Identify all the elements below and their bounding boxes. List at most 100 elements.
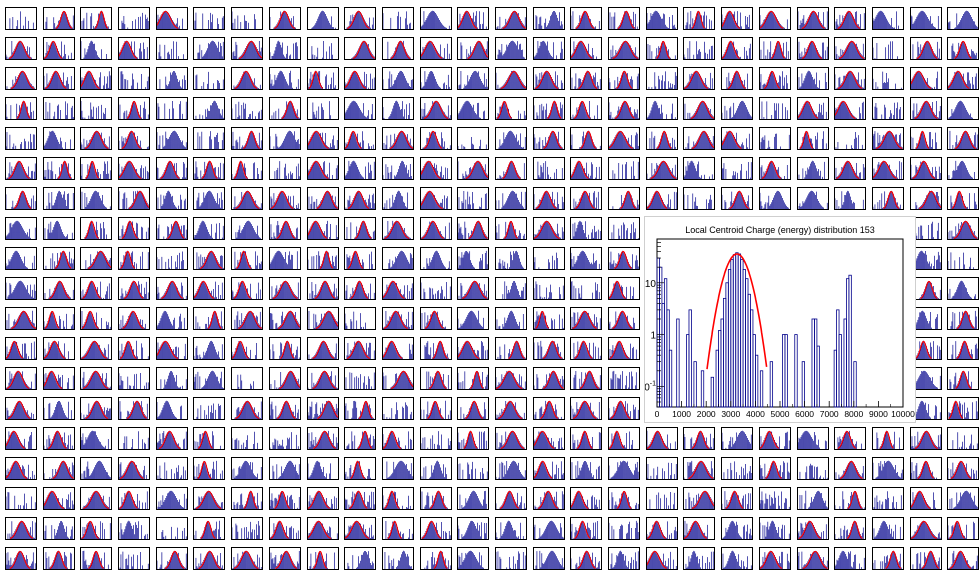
histogram-thumbnail[interactable]	[231, 427, 263, 450]
histogram-thumbnail[interactable]	[834, 547, 866, 570]
histogram-thumbnail[interactable]	[683, 127, 715, 150]
histogram-thumbnail[interactable]	[608, 427, 640, 450]
histogram-thumbnail[interactable]	[193, 397, 225, 420]
histogram-thumbnail[interactable]	[382, 127, 414, 150]
histogram-thumbnail[interactable]	[797, 157, 829, 180]
histogram-thumbnail[interactable]	[118, 277, 150, 300]
histogram-thumbnail[interactable]	[947, 487, 979, 510]
histogram-thumbnail[interactable]	[683, 97, 715, 120]
histogram-thumbnail[interactable]	[570, 157, 602, 180]
histogram-thumbnail[interactable]	[646, 547, 678, 570]
histogram-thumbnail[interactable]	[797, 37, 829, 60]
histogram-thumbnail[interactable]	[570, 127, 602, 150]
histogram-thumbnail[interactable]	[344, 307, 376, 330]
histogram-thumbnail[interactable]	[797, 547, 829, 570]
histogram-thumbnail[interactable]	[344, 397, 376, 420]
histogram-thumbnail[interactable]	[533, 307, 565, 330]
histogram-thumbnail[interactable]	[193, 457, 225, 480]
histogram-thumbnail[interactable]	[721, 37, 753, 60]
histogram-thumbnail[interactable]	[193, 427, 225, 450]
histogram-thumbnail[interactable]	[608, 7, 640, 30]
histogram-thumbnail[interactable]	[759, 517, 791, 540]
histogram-thumbnail[interactable]	[947, 427, 979, 450]
histogram-thumbnail[interactable]	[533, 367, 565, 390]
histogram-thumbnail[interactable]	[910, 7, 942, 30]
histogram-thumbnail[interactable]	[947, 277, 979, 300]
histogram-thumbnail[interactable]	[533, 97, 565, 120]
histogram-thumbnail[interactable]	[533, 277, 565, 300]
histogram-thumbnail[interactable]	[156, 7, 188, 30]
histogram-thumbnail[interactable]	[231, 67, 263, 90]
histogram-thumbnail[interactable]	[570, 337, 602, 360]
histogram-thumbnail[interactable]	[5, 427, 37, 450]
histogram-thumbnail[interactable]	[382, 37, 414, 60]
histogram-thumbnail[interactable]	[307, 307, 339, 330]
histogram-thumbnail[interactable]	[344, 487, 376, 510]
histogram-thumbnail[interactable]	[80, 97, 112, 120]
histogram-thumbnail[interactable]	[118, 307, 150, 330]
histogram-thumbnail[interactable]	[570, 487, 602, 510]
histogram-thumbnail[interactable]	[495, 307, 527, 330]
histogram-thumbnail[interactable]	[872, 97, 904, 120]
histogram-thumbnail[interactable]	[118, 157, 150, 180]
histogram-thumbnail[interactable]	[5, 277, 37, 300]
histogram-thumbnail[interactable]	[721, 127, 753, 150]
histogram-thumbnail[interactable]	[5, 547, 37, 570]
histogram-thumbnail[interactable]	[420, 337, 452, 360]
histogram-thumbnail[interactable]	[721, 7, 753, 30]
histogram-thumbnail[interactable]	[910, 307, 942, 330]
histogram-thumbnail[interactable]	[683, 67, 715, 90]
histogram-thumbnail[interactable]	[43, 127, 75, 150]
histogram-thumbnail[interactable]	[118, 457, 150, 480]
histogram-thumbnail[interactable]	[910, 37, 942, 60]
histogram-thumbnail[interactable]	[495, 277, 527, 300]
histogram-thumbnail[interactable]	[43, 457, 75, 480]
histogram-thumbnail[interactable]	[344, 7, 376, 30]
histogram-thumbnail[interactable]	[269, 277, 301, 300]
histogram-thumbnail[interactable]	[797, 127, 829, 150]
histogram-thumbnail[interactable]	[797, 457, 829, 480]
histogram-thumbnail[interactable]	[457, 37, 489, 60]
histogram-thumbnail[interactable]	[193, 247, 225, 270]
histogram-thumbnail[interactable]	[495, 367, 527, 390]
histogram-thumbnail[interactable]	[797, 427, 829, 450]
histogram-thumbnail[interactable]	[80, 247, 112, 270]
histogram-thumbnail[interactable]	[344, 247, 376, 270]
histogram-thumbnail[interactable]	[156, 97, 188, 120]
histogram-thumbnail[interactable]	[910, 67, 942, 90]
histogram-thumbnail[interactable]	[231, 157, 263, 180]
histogram-thumbnail[interactable]	[43, 277, 75, 300]
histogram-thumbnail[interactable]	[872, 487, 904, 510]
histogram-thumbnail[interactable]	[269, 157, 301, 180]
histogram-thumbnail[interactable]	[834, 457, 866, 480]
histogram-thumbnail[interactable]	[269, 517, 301, 540]
histogram-thumbnail[interactable]	[118, 247, 150, 270]
histogram-thumbnail[interactable]	[457, 127, 489, 150]
histogram-thumbnail[interactable]	[797, 187, 829, 210]
histogram-thumbnail[interactable]	[495, 37, 527, 60]
histogram-thumbnail[interactable]	[80, 487, 112, 510]
histogram-thumbnail[interactable]	[872, 157, 904, 180]
histogram-thumbnail[interactable]	[118, 337, 150, 360]
histogram-thumbnail[interactable]	[457, 517, 489, 540]
histogram-thumbnail[interactable]	[156, 277, 188, 300]
histogram-thumbnail[interactable]	[533, 127, 565, 150]
histogram-thumbnail[interactable]	[231, 457, 263, 480]
histogram-thumbnail[interactable]	[193, 127, 225, 150]
histogram-thumbnail[interactable]	[947, 217, 979, 240]
histogram-thumbnail[interactable]	[5, 217, 37, 240]
histogram-thumbnail[interactable]	[231, 517, 263, 540]
histogram-thumbnail[interactable]	[118, 487, 150, 510]
histogram-thumbnail[interactable]	[420, 397, 452, 420]
histogram-thumbnail[interactable]	[307, 217, 339, 240]
histogram-thumbnail[interactable]	[910, 157, 942, 180]
histogram-thumbnail[interactable]	[231, 307, 263, 330]
histogram-thumbnail[interactable]	[193, 367, 225, 390]
histogram-thumbnail[interactable]	[193, 217, 225, 240]
histogram-thumbnail[interactable]	[570, 307, 602, 330]
histogram-thumbnail[interactable]	[5, 487, 37, 510]
histogram-thumbnail[interactable]	[382, 157, 414, 180]
histogram-thumbnail[interactable]	[307, 487, 339, 510]
histogram-thumbnail[interactable]	[721, 487, 753, 510]
histogram-thumbnail[interactable]	[231, 247, 263, 270]
